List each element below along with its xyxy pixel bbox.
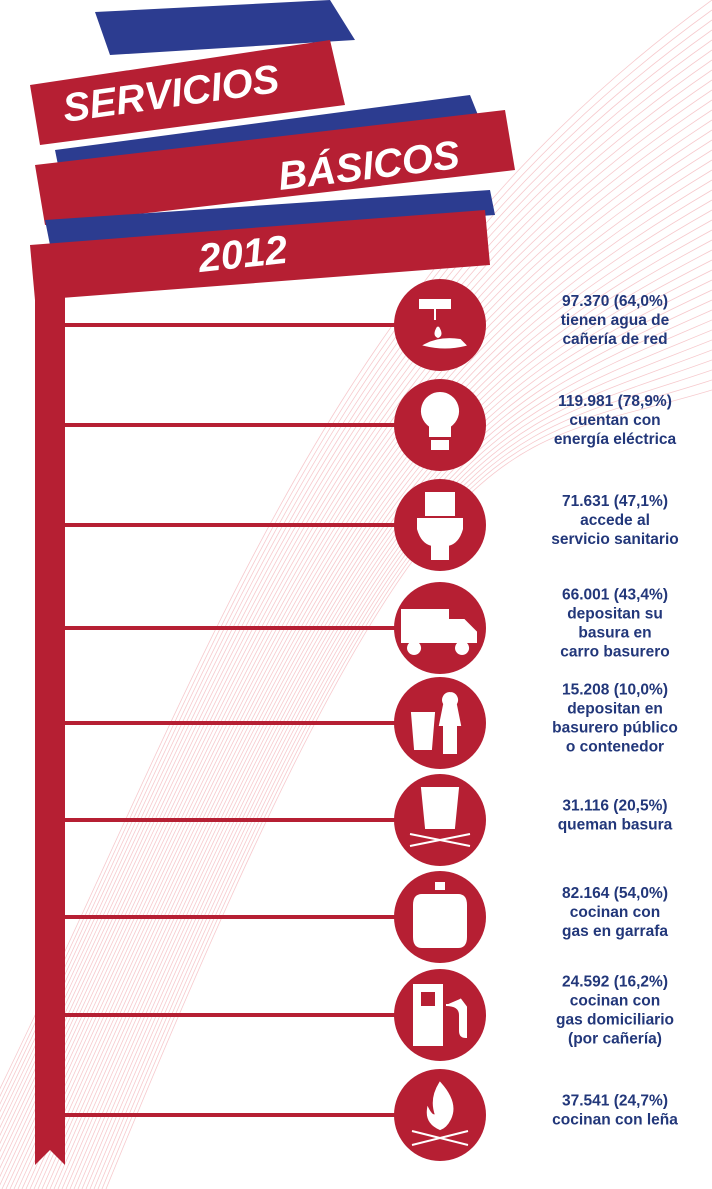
item-line: gas domiciliario xyxy=(556,1012,674,1029)
item-stat: 82.164 (54,0%) xyxy=(562,885,668,902)
connector xyxy=(65,423,445,427)
item-line: gas en garrafa xyxy=(562,923,668,940)
item-stat: 97.370 (64,0%) xyxy=(562,293,668,310)
curve xyxy=(94,360,712,1189)
connector xyxy=(65,626,445,630)
pole xyxy=(35,280,65,1165)
item-line: servicio sanitario xyxy=(551,531,679,548)
connector xyxy=(65,1013,445,1017)
item-line: tienen agua de xyxy=(561,312,670,329)
item-line: energía eléctrica xyxy=(554,431,677,448)
item-stat: 66.001 (43,4%) xyxy=(562,587,668,604)
item-line: basurero público xyxy=(552,720,678,737)
item-line: cañería de red xyxy=(562,331,667,348)
item-line: depositan en xyxy=(567,701,663,718)
banner: SERVICIOS BÁSICOS 2012 xyxy=(30,0,515,300)
item-line: cocinan con xyxy=(570,904,660,921)
item-line: (por cañería) xyxy=(568,1031,662,1048)
connector xyxy=(65,721,445,725)
curve xyxy=(90,350,712,1189)
item-line: depositan su xyxy=(567,606,663,623)
item-stat: 71.631 (47,1%) xyxy=(562,493,668,510)
item-stat: 119.981 (78,9%) xyxy=(558,393,672,410)
connector xyxy=(65,523,445,527)
item-line: carro basurero xyxy=(560,644,669,661)
connector xyxy=(65,1113,445,1117)
item-line: cuentan con xyxy=(569,412,660,429)
connector xyxy=(65,818,445,822)
icon-circle xyxy=(394,279,486,371)
item-stat: 31.116 (20,5%) xyxy=(562,798,667,815)
item-stat: 15.208 (10,0%) xyxy=(562,682,668,699)
item-stat: 37.541 (24,7%) xyxy=(562,1093,668,1110)
year: 2012 xyxy=(195,228,289,281)
connector xyxy=(65,323,445,327)
item-line: queman basura xyxy=(558,817,673,834)
connector xyxy=(65,915,445,919)
item-line: o contenedor xyxy=(566,739,664,756)
item-line: accede al xyxy=(580,512,650,529)
item-line: basura en xyxy=(578,625,651,642)
item-line: cocinan con leña xyxy=(552,1112,678,1129)
item-stat: 24.592 (16,2%) xyxy=(562,974,668,991)
infographic: SERVICIOS BÁSICOS 2012 97.370 (64,0%) tie… xyxy=(0,0,712,1189)
item-line: cocinan con xyxy=(570,993,660,1010)
